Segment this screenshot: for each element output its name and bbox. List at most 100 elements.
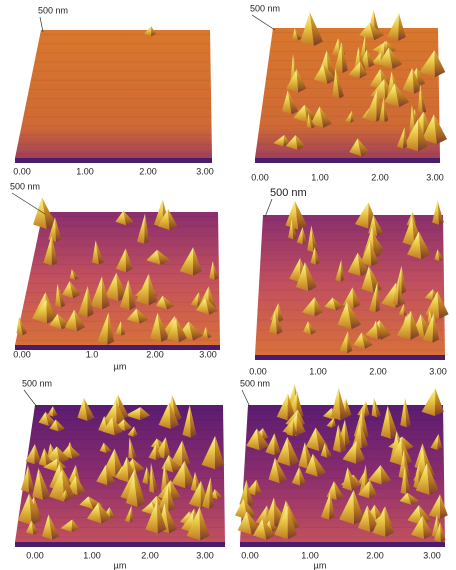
grain-right — [403, 303, 408, 317]
grain-right — [346, 301, 362, 330]
grain-right — [182, 440, 191, 468]
grain-left — [195, 297, 210, 315]
grain-left — [77, 397, 88, 422]
x-tick-label: 2.00 — [141, 550, 159, 560]
grain-left — [337, 301, 352, 330]
grain-right — [344, 419, 350, 447]
grain-left — [150, 438, 161, 450]
grain-right — [157, 312, 169, 343]
afm-panel: 500 nm 0.00 1.00 2.00 3.00 — [249, 187, 449, 376]
grain-right — [75, 475, 86, 496]
grain-right — [169, 401, 179, 429]
grain-right — [397, 277, 401, 306]
grain-right — [308, 113, 315, 129]
grain-right — [312, 453, 327, 477]
scale-pointer — [241, 389, 251, 408]
grain-right — [188, 321, 204, 341]
x-tick-label: 2.00 — [369, 366, 387, 376]
grain-right — [105, 464, 115, 486]
grain-left — [400, 465, 407, 495]
grain-right — [38, 467, 51, 501]
grain-left — [237, 511, 252, 535]
x-tick-label: 1.00 — [309, 366, 327, 376]
grain-right — [133, 426, 138, 437]
grain-left — [188, 480, 201, 508]
grain-left — [137, 213, 146, 244]
grain-right — [433, 114, 448, 145]
grain-left — [379, 97, 385, 123]
grain-left — [400, 397, 407, 428]
grain-right — [28, 465, 35, 493]
grain-left — [21, 465, 30, 493]
scale-pointer — [251, 14, 276, 31]
grain-right — [69, 444, 81, 459]
grain-right — [71, 269, 79, 280]
grain-right — [398, 13, 406, 41]
grain-right — [357, 138, 370, 157]
surface — [240, 405, 445, 542]
grain-right — [347, 331, 353, 354]
grain-left — [422, 313, 434, 343]
grain-right — [407, 492, 420, 505]
grain-left — [417, 83, 423, 114]
grain-right — [132, 458, 145, 473]
grain-left — [157, 208, 170, 231]
grain-right — [44, 448, 53, 467]
grain-left — [286, 418, 293, 437]
x-tick-label: 3.00 — [196, 550, 214, 560]
surface-edge — [15, 542, 225, 547]
grain-left — [276, 393, 288, 421]
grain-left — [128, 437, 134, 460]
grain-right — [123, 210, 134, 226]
grain-left — [348, 61, 361, 79]
grain-right — [98, 502, 112, 524]
grain-left — [398, 448, 406, 480]
scale-pointer — [39, 16, 44, 33]
grain-left — [361, 265, 374, 294]
grain-left — [365, 89, 377, 122]
grain-left — [424, 289, 433, 301]
grain-left — [296, 226, 303, 245]
grain-right — [372, 225, 382, 259]
x-tick-label: 3.00 — [429, 366, 447, 376]
grain-right — [157, 249, 171, 266]
grain-left — [153, 199, 164, 228]
grain-right — [418, 231, 431, 260]
grain-left — [38, 448, 47, 467]
afm-panel: 500 nm 0.00 1.00 2.00 3.00 — [13, 5, 214, 176]
grain-right — [357, 252, 370, 277]
grain-left — [415, 463, 430, 496]
grain-left — [292, 28, 299, 41]
grain-left — [389, 438, 403, 466]
grain-left — [371, 397, 378, 418]
grain-left — [190, 291, 199, 307]
grain-left — [396, 310, 411, 340]
grain-left — [293, 104, 308, 123]
grain-left — [49, 469, 65, 502]
grain-left — [60, 519, 73, 533]
grain-left — [102, 417, 115, 436]
grain-right — [95, 240, 104, 265]
grain-right — [209, 477, 215, 509]
grain-left — [149, 462, 155, 494]
grain-left — [369, 281, 378, 313]
grain-right — [71, 519, 80, 533]
x-tick-label: 3.00 — [426, 172, 444, 182]
grain-right — [416, 67, 426, 88]
grain-right — [256, 428, 269, 451]
x-tick-label: 3.00 — [423, 550, 441, 560]
grain-right — [48, 514, 60, 540]
grain-left — [295, 261, 309, 292]
grain-left — [126, 308, 140, 324]
grain-right — [388, 47, 403, 70]
scale-label: 500 nm — [240, 378, 270, 388]
grain-left — [396, 127, 405, 149]
grain-left — [115, 321, 122, 336]
grain-left — [252, 518, 267, 540]
grain-left — [421, 114, 437, 145]
grain-right — [215, 435, 225, 470]
grain-right — [41, 197, 57, 230]
grain-left — [358, 480, 370, 499]
grain-right — [367, 505, 379, 533]
grain-right — [296, 69, 307, 93]
